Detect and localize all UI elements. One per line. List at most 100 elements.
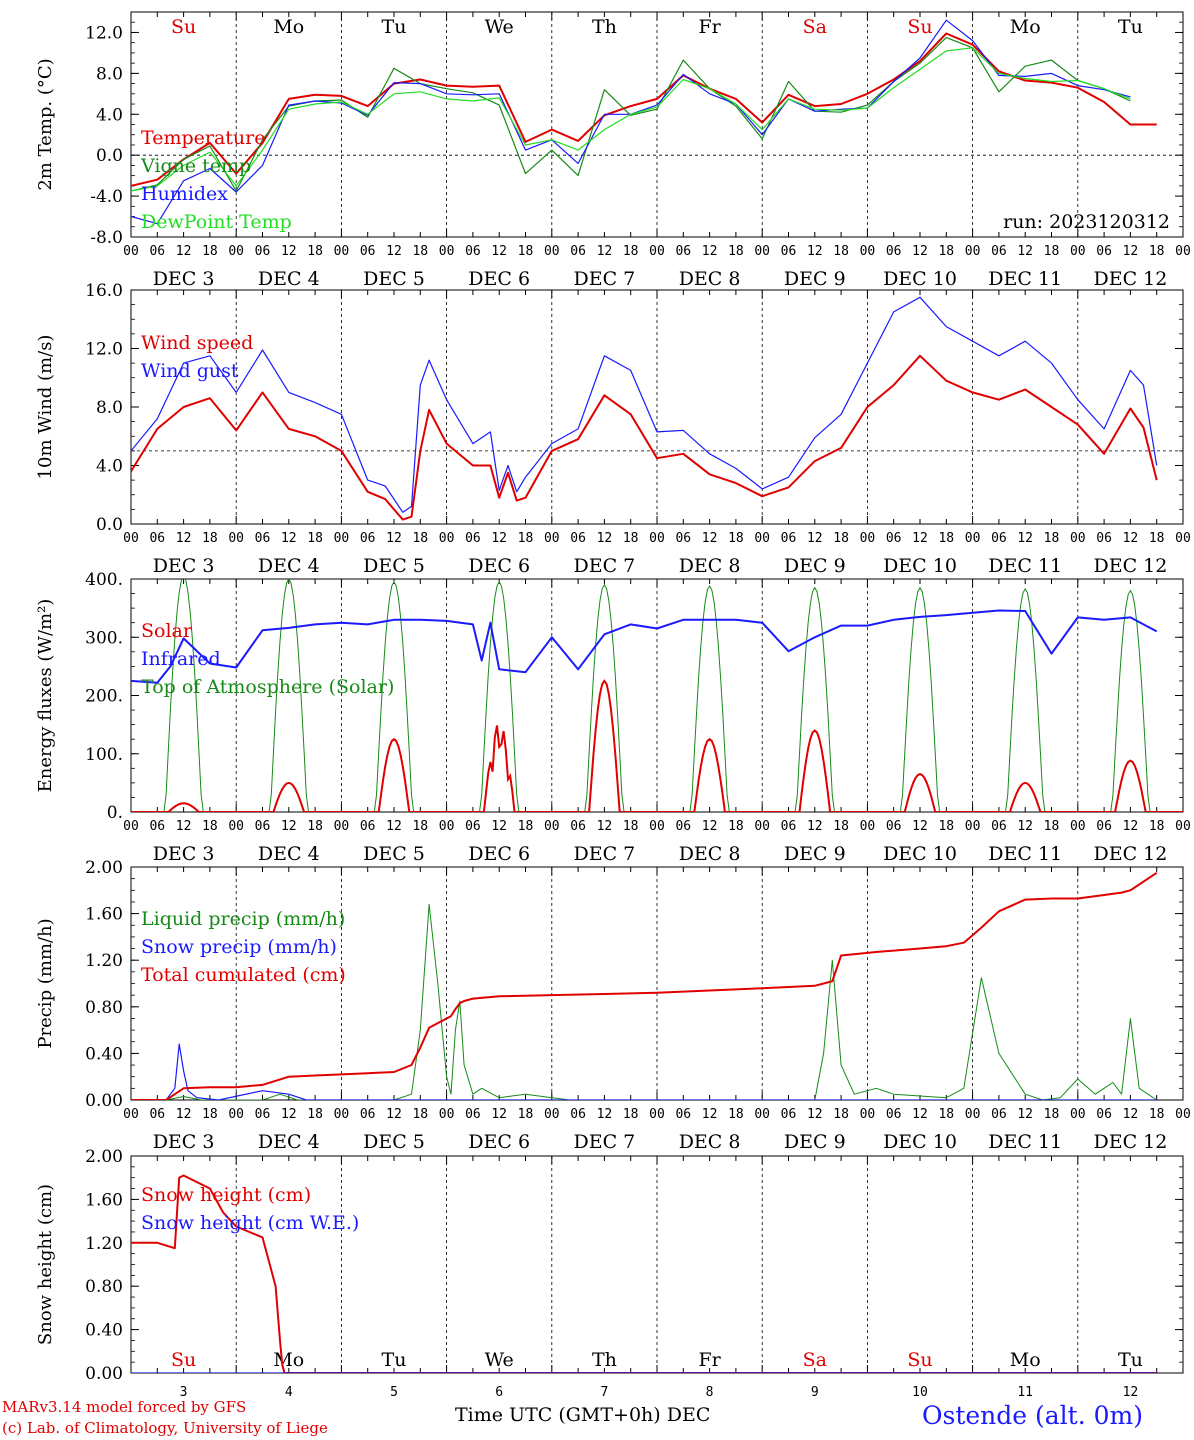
series-total-cumulated-cm- <box>131 871 1158 1100</box>
y-tick-label: -4.0 <box>90 187 123 207</box>
hour-tick-label: 12 <box>386 244 402 259</box>
hour-tick-label: 18 <box>412 244 428 259</box>
legend-entry: Total cumulated (cm) <box>141 964 346 986</box>
hour-tick-label: 18 <box>202 1107 218 1122</box>
date-label: DEC 12 <box>1093 1131 1167 1153</box>
day-name-label: Mo <box>1010 1349 1041 1371</box>
day-name-label: Mo <box>1010 16 1041 38</box>
y-tick-label: 0.00 <box>85 1364 123 1384</box>
hour-tick-label: 06 <box>149 531 165 546</box>
hour-tick-label: 06 <box>675 531 691 546</box>
series-toa-day-5 <box>551 583 657 812</box>
date-label: DEC 3 <box>153 843 215 865</box>
hour-tick-label: 00 <box>123 244 139 259</box>
hour-tick-label: 12 <box>597 819 613 834</box>
hour-tick-label: 12 <box>807 1107 823 1122</box>
hour-tick-label: 12 <box>702 1107 718 1122</box>
day-number-label: 7 <box>600 1385 608 1400</box>
date-label: DEC 4 <box>258 555 320 577</box>
hour-tick-label: 18 <box>307 244 323 259</box>
date-label: DEC 8 <box>679 268 741 290</box>
date-label: DEC 7 <box>574 1131 636 1153</box>
hour-tick-label: 06 <box>886 531 902 546</box>
series-solar-day-7 <box>762 729 868 812</box>
hour-tick-label: 06 <box>1096 1107 1112 1122</box>
series-toa-day-9 <box>972 587 1078 812</box>
hour-tick-label: 06 <box>149 1107 165 1122</box>
date-label: DEC 9 <box>784 555 846 577</box>
legend-entry: Temperature <box>141 127 265 149</box>
hour-tick-label: 18 <box>833 1107 849 1122</box>
hour-tick-label: 06 <box>570 244 586 259</box>
date-label: DEC 5 <box>363 268 425 290</box>
date-label: DEC 7 <box>574 555 636 577</box>
hour-tick-label: 00 <box>860 1107 876 1122</box>
legend-entry: Top of Atmosphere (Solar) <box>141 676 394 698</box>
date-label: DEC 11 <box>988 555 1062 577</box>
day-number-label: 11 <box>1017 1385 1033 1400</box>
hour-tick-label: 00 <box>228 244 244 259</box>
y-tick-label: 4.0 <box>96 105 123 125</box>
y-axis-title: Precip (mm/h) <box>35 918 56 1048</box>
hour-tick-label: 06 <box>570 819 586 834</box>
hour-tick-label: 06 <box>886 1107 902 1122</box>
hour-tick-label: 18 <box>623 819 639 834</box>
y-tick-label: 100. <box>85 745 123 765</box>
hour-tick-label: 18 <box>833 531 849 546</box>
series-snow-precip-mm-h- <box>131 1043 1157 1100</box>
hour-tick-label: 00 <box>544 1107 560 1122</box>
hour-tick-label: 00 <box>439 819 455 834</box>
hour-tick-label: 00 <box>334 819 350 834</box>
series-vigne-temp <box>131 36 1131 192</box>
y-tick-label: 12.0 <box>85 340 123 360</box>
y-tick-label: 0.0 <box>96 146 123 166</box>
series-toa-day-10 <box>1077 589 1183 812</box>
date-label: DEC 7 <box>574 843 636 865</box>
legend-entry: Wind speed <box>141 332 253 354</box>
date-label: DEC 3 <box>153 555 215 577</box>
date-label: DEC 4 <box>258 843 320 865</box>
date-label: DEC 6 <box>468 1131 530 1153</box>
y-tick-label: 1.60 <box>85 1190 123 1210</box>
y-tick-label: 1.60 <box>85 905 123 925</box>
date-label: DEC 11 <box>988 843 1062 865</box>
hour-tick-label: 12 <box>807 531 823 546</box>
series-dewpoint-temp <box>131 47 1131 192</box>
hour-tick-label: 06 <box>465 244 481 259</box>
date-label: DEC 8 <box>679 1131 741 1153</box>
date-label: DEC 12 <box>1093 843 1167 865</box>
day-name-label: Fr <box>698 1349 721 1371</box>
series-group <box>131 1174 1157 1373</box>
series-solar-day-6 <box>657 737 763 812</box>
hour-tick-label: 12 <box>912 244 928 259</box>
y-tick-label: 2.00 <box>85 1147 123 1167</box>
hour-tick-label: 06 <box>1096 244 1112 259</box>
hour-tick-label: 00 <box>754 531 770 546</box>
panel-2: 0.0 4.0 8.0 12.0 16.0 10m Wind (m/s) 00 06 12 18 D… <box>35 281 1191 577</box>
hour-tick-label: 12 <box>491 531 507 546</box>
hour-tick-label: 06 <box>255 1107 271 1122</box>
hour-tick-label: 12 <box>1123 531 1139 546</box>
plot-frame <box>130 11 1184 238</box>
hour-tick-label: 18 <box>938 531 954 546</box>
y-axis-title: 10m Wind (m/s) <box>35 335 56 480</box>
y-tick-label: 4.0 <box>96 457 123 477</box>
hour-tick-label: 12 <box>702 531 718 546</box>
series-solar-day-2 <box>236 781 342 812</box>
hour-tick-label: 00 <box>1175 244 1191 259</box>
y-axis-title: Energy fluxes (W/m²) <box>35 599 56 793</box>
series-group <box>131 19 1157 225</box>
hour-tick-label: 00 <box>965 531 981 546</box>
date-label: DEC 5 <box>363 1131 425 1153</box>
y-tick-label: 1.20 <box>85 1234 123 1254</box>
legend-entry: Humidex <box>141 183 228 205</box>
day-name-label: Tu <box>1118 16 1143 38</box>
date-label: DEC 9 <box>784 268 846 290</box>
hour-tick-label: 18 <box>728 244 744 259</box>
day-name-label: Th <box>592 1349 617 1371</box>
hour-tick-label: 18 <box>202 244 218 259</box>
day-number-label: 5 <box>390 1385 398 1400</box>
hour-tick-label: 00 <box>228 531 244 546</box>
legend-entry: Infrared <box>141 648 221 670</box>
hour-tick-label: 06 <box>1096 819 1112 834</box>
